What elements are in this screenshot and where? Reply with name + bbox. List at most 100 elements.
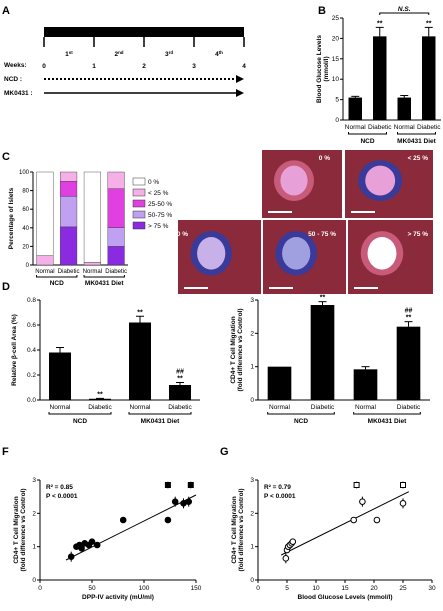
x-axis-label: Blood Glucose Levels (mmol/l): [298, 594, 393, 601]
group-label: MK0431 Diet: [85, 280, 124, 287]
y-tick-label: 1: [32, 544, 36, 551]
y-tick-label: 3: [32, 477, 36, 484]
category-label: Normal: [130, 404, 152, 411]
week-tick-label: 1: [92, 63, 96, 70]
y-axis-label: CD4+ T Cell Migration(fold difference vs…: [230, 308, 244, 391]
group-bracket: [397, 132, 436, 135]
category-label: Diabetic: [417, 124, 441, 131]
bar: [396, 326, 421, 400]
data-point: [282, 555, 290, 562]
x-tick-label: 100: [139, 585, 150, 592]
y-tick-label: 0: [32, 577, 36, 584]
y-tick-label: 25: [332, 15, 340, 22]
data-point: [289, 538, 297, 545]
group-bracket: [353, 412, 421, 415]
y-tick-label: 0: [250, 397, 254, 404]
fit-line: [280, 491, 410, 556]
bar: [89, 398, 111, 400]
category-label: Diabetic: [368, 124, 392, 131]
week-tick-label: 4: [242, 63, 246, 70]
panel-label-a: A: [2, 5, 10, 17]
stacked-segment: [36, 255, 54, 266]
x-tick-label: 25: [399, 585, 407, 592]
bar: [310, 305, 335, 400]
significance-label: **: [426, 20, 432, 27]
significance-label: ##: [176, 369, 184, 376]
comparison-label: N.S.: [398, 6, 411, 13]
x-tick-label: 50: [88, 585, 96, 592]
week-tick-label: 2: [142, 63, 146, 70]
category-label: Normal: [50, 404, 72, 411]
islet-core: [197, 237, 226, 270]
category-label: Normal: [394, 124, 416, 131]
week-tick-label: 0: [42, 63, 46, 70]
x-tick-label: 0: [38, 585, 42, 592]
significance-label: **: [97, 391, 103, 398]
y-tick-label: 2: [250, 330, 254, 337]
arrow-label-mk0431: MK0431 :: [4, 90, 33, 97]
micrograph-label: > 75 %: [408, 231, 429, 238]
bar: [422, 36, 436, 120]
bar: [267, 366, 292, 400]
y-axis-label: Blood Glucose Levels(mmol/l): [316, 35, 330, 103]
islet-core: [365, 165, 396, 196]
micrograph-label: 50 - 75 %: [308, 231, 336, 238]
bar: [373, 36, 387, 120]
data-point: [88, 538, 96, 545]
category-label: Diabetic: [397, 404, 421, 411]
x-axis-label: DPP-IV activity (mU/ml): [82, 594, 154, 601]
y-tick-label: 80: [22, 189, 29, 195]
group-bracket: [128, 412, 192, 415]
panel-label-g: G: [220, 446, 229, 458]
legend-label: 50-75 %: [148, 212, 172, 219]
week-label: 3rd: [165, 50, 173, 58]
y-tick-label: 0.0: [27, 397, 36, 404]
x-tick-label: 150: [191, 585, 202, 592]
week-label: 2nd: [114, 50, 123, 58]
stacked-segment: [107, 188, 125, 229]
p-value-label: P < 0.0001: [264, 493, 296, 500]
data-point: [164, 482, 171, 488]
bar: [397, 97, 411, 120]
category-label: Normal: [35, 269, 54, 275]
legend-label: > 75 %: [148, 223, 169, 230]
category-label: Diabetic: [88, 404, 112, 411]
micrograph-label: 25 - 50 %: [160, 231, 188, 238]
data-point: [78, 545, 85, 552]
data-point: [350, 516, 358, 524]
category-label: Normal: [83, 269, 102, 275]
bar: [169, 385, 191, 400]
data-point: [93, 541, 101, 549]
y-tick-label: 2: [32, 510, 36, 517]
y-tick-label: 20: [332, 35, 340, 42]
significance-label: **: [406, 315, 412, 322]
timeline-diagram: Weeks: NCD : MK0431 : 0 1 2 3 4 1st 2nd 3rd 4th: [4, 27, 246, 97]
category-label: Diabetic: [58, 269, 80, 275]
data-point: [353, 482, 360, 488]
stacked-segment: [60, 171, 78, 182]
islet-core: [367, 237, 397, 270]
legend-swatch: [132, 188, 146, 197]
y-axis-label: Relative β-cell Area (%): [11, 314, 18, 386]
legend-label: < 25 %: [148, 190, 169, 197]
significance-label: **: [177, 376, 183, 383]
week-label: 4th: [215, 50, 223, 58]
category-label: Normal: [345, 124, 367, 131]
mk0431-arrow-head: [236, 89, 244, 97]
bar: [353, 369, 378, 400]
week-tick-label: 3: [192, 63, 196, 70]
category-label: Diabetic: [168, 404, 192, 411]
y-tick-label: 3: [250, 477, 254, 484]
y-tick-label: 0: [335, 117, 339, 124]
stacked-segment: [60, 226, 78, 266]
significance-label: **: [320, 295, 326, 302]
data-point: [171, 498, 179, 505]
panel-label-b: B: [318, 5, 326, 17]
islet-core: [282, 237, 311, 270]
data-point: [399, 500, 407, 507]
x-tick-label: 0: [256, 585, 260, 592]
stacked-segment: [107, 227, 125, 247]
